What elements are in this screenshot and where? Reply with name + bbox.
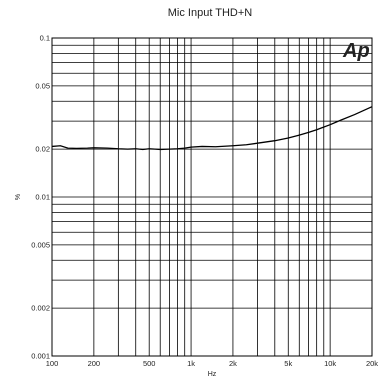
- x-tick-label: 5k: [284, 359, 292, 368]
- svg-text:Ap: Ap: [342, 40, 370, 62]
- y-tick-label: 0.05: [35, 81, 50, 90]
- x-tick-label: 1k: [187, 359, 195, 368]
- y-tick-label: 0.02: [35, 145, 50, 154]
- y-tick-label: 0.001: [31, 352, 50, 361]
- grid-lines: [52, 38, 372, 356]
- y-tick-label: 0.01: [35, 193, 50, 202]
- ap-logo: Ap: [342, 40, 370, 62]
- x-tick-label: 500: [143, 359, 156, 368]
- y-tick-label: 0.005: [31, 240, 50, 249]
- y-tick-label: 0.002: [31, 304, 50, 313]
- tick-labels: 100 200 500 1k 2k 5k 10k 20k 0.1 0.05 0.02 0.01 0.00…: [31, 34, 378, 369]
- x-tick-label: 20k: [366, 359, 378, 368]
- x-tick-label: 2k: [229, 359, 237, 368]
- x-axis-label: Hz: [208, 371, 217, 378]
- y-axis-label: %: [15, 194, 22, 200]
- x-tick-label: 10k: [324, 359, 336, 368]
- chart-title: Mic Input THD+N: [168, 7, 253, 19]
- thd-n-series-line: [51, 106, 373, 151]
- x-tick-label: 200: [88, 359, 101, 368]
- y-tick-label: 0.1: [40, 34, 50, 43]
- x-tick-label: 100: [46, 359, 59, 368]
